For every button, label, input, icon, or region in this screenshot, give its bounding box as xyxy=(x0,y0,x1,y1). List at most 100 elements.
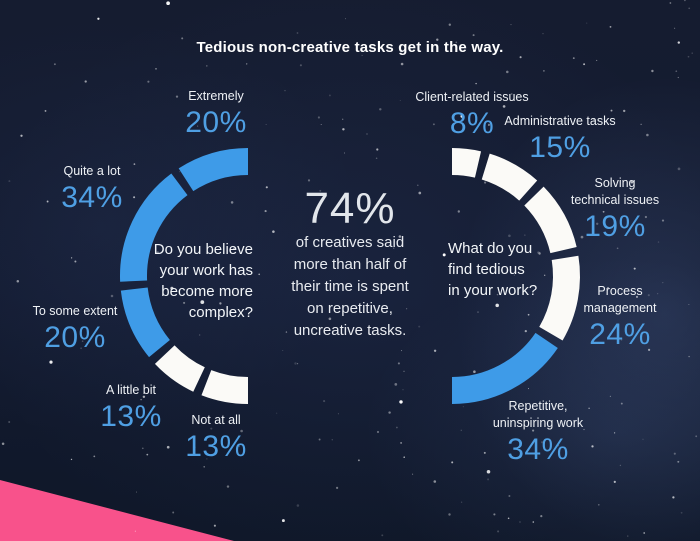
star xyxy=(276,412,278,414)
star xyxy=(141,447,144,450)
star xyxy=(657,293,659,295)
star xyxy=(688,7,691,10)
star xyxy=(342,118,344,120)
segment-percentage: 13% xyxy=(185,430,247,463)
left-donut-chart xyxy=(120,148,249,404)
bright-star xyxy=(166,1,170,6)
star xyxy=(609,25,612,28)
star xyxy=(502,105,506,108)
bright-star xyxy=(399,400,403,404)
star xyxy=(673,452,676,455)
star xyxy=(596,59,598,61)
star xyxy=(342,128,345,131)
star xyxy=(484,181,487,184)
star xyxy=(110,294,114,298)
segment-label-solving-technical-issues: Solving technical issues 19% xyxy=(571,175,659,242)
infographic-title: Tedious non-creative tasks get in the wa… xyxy=(196,39,504,56)
star xyxy=(328,94,331,97)
star xyxy=(496,293,499,296)
star xyxy=(172,511,175,514)
segment-percentage: 34% xyxy=(61,181,123,214)
donut-segment-not-at-all xyxy=(201,369,249,404)
star xyxy=(175,95,179,98)
segment-percentage: 20% xyxy=(44,321,106,354)
bright-star xyxy=(97,17,100,20)
star xyxy=(591,445,594,448)
star xyxy=(640,123,642,125)
star xyxy=(183,301,186,304)
right-donut-chart xyxy=(451,148,580,404)
star xyxy=(487,478,490,481)
star xyxy=(620,339,623,341)
star xyxy=(657,241,660,243)
star xyxy=(246,63,248,65)
star xyxy=(519,521,521,523)
donut-segment-repetitive-uninspiring-work xyxy=(451,332,558,404)
star xyxy=(335,486,339,490)
star xyxy=(433,480,437,483)
star xyxy=(418,325,421,328)
star xyxy=(688,304,690,305)
star xyxy=(193,446,196,449)
segment-label-quite-a-lot: Quite a lot 34% xyxy=(61,163,123,213)
star xyxy=(508,495,511,497)
star xyxy=(510,93,513,95)
star xyxy=(448,513,451,516)
question-line: Do you believe xyxy=(153,241,253,258)
star xyxy=(181,37,184,40)
star xyxy=(583,428,585,431)
star xyxy=(401,350,403,352)
star xyxy=(677,167,681,171)
star xyxy=(400,441,403,444)
center-stat-line: their time is spent xyxy=(291,278,409,295)
star xyxy=(695,435,698,438)
question-line: in your work? xyxy=(448,282,538,299)
segment-percentage: 34% xyxy=(507,433,569,466)
star xyxy=(457,210,460,213)
star xyxy=(680,511,683,514)
star xyxy=(519,56,522,59)
star xyxy=(643,532,646,534)
star xyxy=(588,407,590,410)
donut-segment-to-some-extent xyxy=(120,287,171,358)
segment-label-to-some-extent: To some extent 20% xyxy=(33,303,118,353)
star xyxy=(501,288,503,290)
star xyxy=(677,460,680,463)
segment-label-administrative-tasks: Administrative tasks 15% xyxy=(504,113,615,163)
star xyxy=(258,273,261,276)
segment-percentage: 19% xyxy=(584,210,646,243)
star xyxy=(510,24,512,26)
star xyxy=(238,445,241,448)
star xyxy=(477,311,479,314)
star xyxy=(460,501,463,503)
question-line: What do you xyxy=(448,240,533,257)
star xyxy=(597,503,600,506)
segment-label-text: Extremely xyxy=(188,89,244,103)
star xyxy=(647,348,651,352)
star xyxy=(506,70,509,74)
segment-label-extremely: Extremely 20% xyxy=(185,88,247,138)
star xyxy=(156,251,159,254)
star xyxy=(418,191,422,195)
segment-label-text: Administrative tasks xyxy=(504,114,616,128)
star xyxy=(646,133,649,137)
segment-label-text: To some extent xyxy=(32,304,118,318)
star xyxy=(226,485,230,488)
star xyxy=(691,52,693,54)
donut-segment-a-little-bit xyxy=(154,345,206,392)
star xyxy=(524,329,527,333)
bright-star xyxy=(200,300,205,304)
star xyxy=(264,210,267,213)
star xyxy=(296,504,300,507)
star xyxy=(542,33,544,35)
star xyxy=(544,274,546,276)
star xyxy=(630,180,634,184)
star xyxy=(412,473,414,475)
star xyxy=(16,280,20,283)
star xyxy=(662,282,664,284)
star xyxy=(647,294,650,297)
star xyxy=(537,251,540,254)
